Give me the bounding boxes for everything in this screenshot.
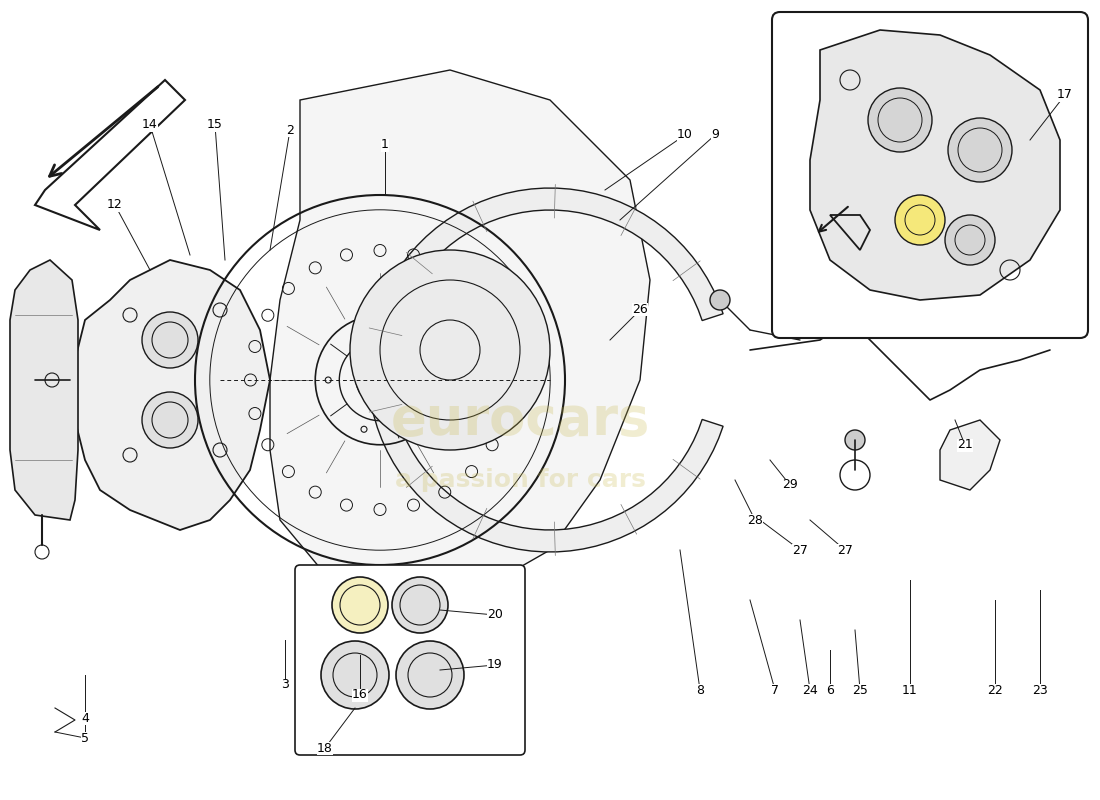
Circle shape: [356, 356, 404, 404]
Text: 6: 6: [826, 683, 834, 697]
Polygon shape: [940, 420, 1000, 490]
Text: 2: 2: [286, 123, 294, 137]
Text: 20: 20: [487, 609, 503, 622]
Text: 3: 3: [282, 678, 289, 691]
Text: 15: 15: [207, 118, 223, 131]
Text: 5: 5: [81, 731, 89, 745]
Text: a passion for cars: a passion for cars: [395, 468, 646, 492]
Circle shape: [845, 430, 865, 450]
Text: 1: 1: [381, 138, 389, 151]
Text: 9: 9: [711, 129, 719, 142]
Polygon shape: [10, 260, 78, 520]
Circle shape: [710, 290, 730, 310]
Text: 19: 19: [487, 658, 503, 671]
Circle shape: [945, 215, 996, 265]
Text: 27: 27: [792, 543, 807, 557]
Polygon shape: [75, 260, 270, 530]
Text: 28: 28: [747, 514, 763, 526]
Circle shape: [350, 250, 550, 450]
Text: 4: 4: [81, 711, 89, 725]
Circle shape: [142, 392, 198, 448]
Text: 25: 25: [852, 683, 868, 697]
Polygon shape: [810, 30, 1060, 300]
Text: 23: 23: [1032, 683, 1048, 697]
Circle shape: [332, 577, 388, 633]
Text: eurocars: eurocars: [390, 394, 650, 446]
Polygon shape: [270, 70, 650, 600]
Text: 26: 26: [632, 303, 648, 317]
Circle shape: [142, 312, 198, 368]
Circle shape: [392, 577, 448, 633]
Text: 12: 12: [107, 198, 123, 211]
Text: 24: 24: [802, 683, 818, 697]
Circle shape: [321, 641, 389, 709]
Circle shape: [396, 641, 464, 709]
Circle shape: [1018, 278, 1042, 302]
Text: 7: 7: [771, 683, 779, 697]
FancyBboxPatch shape: [772, 12, 1088, 338]
Text: 22: 22: [987, 683, 1003, 697]
Text: 27: 27: [837, 543, 852, 557]
Text: 29: 29: [782, 478, 797, 491]
Circle shape: [895, 195, 945, 245]
FancyBboxPatch shape: [295, 565, 525, 755]
Text: 14: 14: [142, 118, 158, 131]
Circle shape: [948, 118, 1012, 182]
Text: 18: 18: [317, 742, 333, 754]
Polygon shape: [368, 188, 723, 552]
Text: 16: 16: [352, 689, 367, 702]
Text: 10: 10: [678, 129, 693, 142]
Text: 8: 8: [696, 683, 704, 697]
Text: 11: 11: [902, 683, 917, 697]
Text: 21: 21: [957, 438, 972, 451]
Circle shape: [868, 88, 932, 152]
Text: 17: 17: [1057, 89, 1072, 102]
